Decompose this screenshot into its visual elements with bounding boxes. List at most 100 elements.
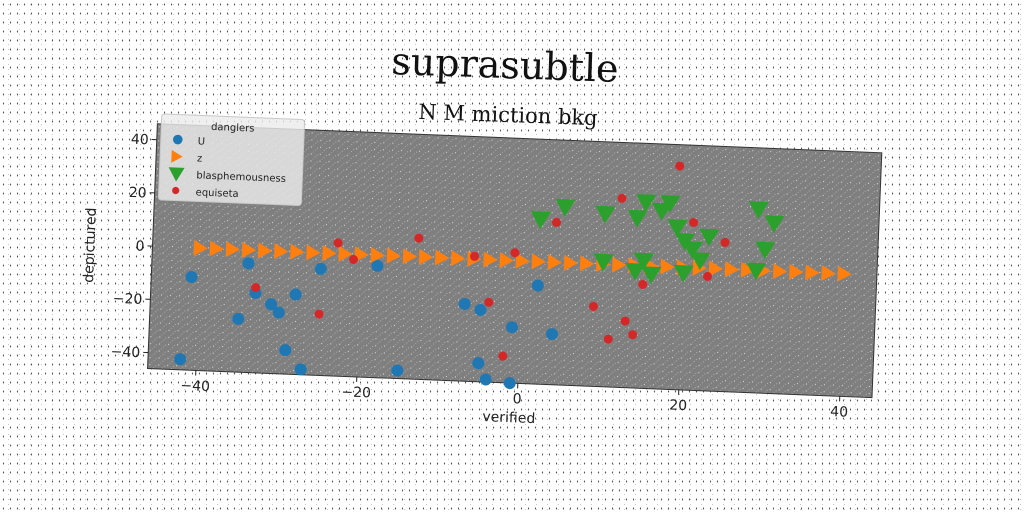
point-equiseta — [675, 161, 685, 171]
point-equiseta — [588, 301, 598, 311]
point-z — [338, 245, 353, 262]
x-tick-label: −20 — [341, 384, 371, 401]
point-blasphemousness — [748, 201, 769, 220]
point-blasphemousness — [633, 252, 654, 271]
point-equiseta — [638, 279, 648, 289]
point-u — [174, 353, 187, 366]
point-blasphemousness — [641, 266, 662, 285]
point-equiseta — [603, 334, 613, 344]
point-u — [242, 257, 255, 270]
plot-area: −40 −20 0 20 40 −40 −20 0 20 40 danglers Uz blasphe… — [81, 113, 883, 427]
legend-box — [157, 113, 306, 206]
legend-marker-blasphemousness — [168, 167, 185, 182]
point-equiseta — [703, 271, 713, 281]
point-blasphemousness — [555, 198, 576, 217]
legend-label-blasphemousness: blasphemousness — [196, 170, 286, 185]
point-blasphemousness — [682, 241, 703, 260]
point-equiseta — [689, 218, 699, 228]
point-z — [354, 246, 369, 263]
point-u — [294, 363, 307, 376]
point-equiseta — [333, 238, 343, 248]
point-blasphemousness — [667, 219, 688, 238]
point-z — [547, 254, 562, 271]
chart-title: suprasubtle — [391, 39, 620, 91]
point-blasphemousness — [764, 215, 785, 234]
point-z — [772, 263, 788, 280]
x-axis-label: verified — [482, 409, 535, 427]
point-u — [289, 288, 302, 301]
point-z — [515, 252, 530, 269]
point-blasphemousness — [673, 264, 694, 283]
point-z — [789, 263, 804, 280]
point-u — [272, 306, 285, 319]
point-z — [805, 264, 820, 281]
point-z — [434, 249, 450, 266]
point-z — [306, 244, 321, 261]
point-u — [314, 262, 327, 275]
point-z — [322, 244, 337, 261]
point-equiseta — [617, 193, 627, 203]
point-z — [451, 250, 466, 267]
point-z — [660, 258, 675, 275]
data-marks — [174, 161, 852, 390]
point-z — [193, 239, 208, 256]
legend-marker-equiseta — [172, 186, 180, 195]
point-z — [386, 247, 401, 264]
x-tick-label: −40 — [180, 378, 210, 395]
y-tick-label: 0 — [135, 238, 145, 254]
legend-title: danglers — [211, 122, 255, 135]
point-z — [273, 243, 289, 260]
x-tick-label: 40 — [830, 404, 848, 421]
point-u — [391, 364, 404, 377]
legend-marker-u — [172, 134, 183, 145]
legend-marker-z — [171, 149, 183, 163]
point-z — [724, 261, 739, 278]
point-z — [257, 242, 273, 259]
point-z — [579, 255, 595, 272]
point-u — [503, 377, 516, 390]
point-z — [483, 251, 498, 268]
y-tick-label: −20 — [112, 291, 142, 308]
point-z — [611, 256, 627, 273]
axes: −40 −20 0 20 40 −40 −20 0 20 40 — [110, 132, 848, 421]
point-u — [474, 303, 487, 316]
point-u — [546, 328, 559, 341]
point-z — [241, 241, 257, 258]
legend-label-z: z — [197, 153, 203, 164]
point-equiseta — [470, 251, 480, 261]
point-equiseta — [484, 297, 494, 307]
point-equiseta — [628, 330, 638, 340]
point-z — [837, 265, 852, 282]
point-equiseta — [348, 255, 358, 265]
point-z — [821, 265, 836, 282]
point-blasphemousness — [636, 194, 657, 212]
y-tick-label: 20 — [128, 185, 146, 202]
point-u — [506, 321, 519, 334]
point-blasphemousness — [690, 252, 711, 271]
point-u — [531, 279, 544, 292]
point-equiseta — [720, 237, 730, 247]
point-u — [458, 297, 471, 310]
point-u — [279, 344, 292, 357]
point-z — [370, 246, 385, 263]
point-u — [265, 298, 278, 311]
point-u — [479, 373, 492, 386]
point-z — [708, 260, 723, 277]
point-blasphemousness — [699, 228, 720, 247]
point-blasphemousness — [660, 195, 681, 213]
point-equiseta — [314, 309, 324, 319]
point-blasphemousness — [595, 205, 616, 224]
point-z — [225, 241, 240, 258]
x-tick-label: 20 — [669, 398, 687, 415]
point-equiseta — [414, 233, 424, 243]
point-z — [563, 254, 579, 271]
point-z — [402, 248, 418, 265]
point-equiseta — [552, 217, 562, 227]
y-tick-label: 40 — [131, 132, 149, 149]
legend: danglers Uz blasphemousness equiseta — [157, 113, 306, 206]
point-z — [418, 248, 434, 265]
legend-label-u: U — [197, 136, 205, 147]
point-equiseta — [620, 316, 630, 326]
point-z — [499, 252, 514, 269]
